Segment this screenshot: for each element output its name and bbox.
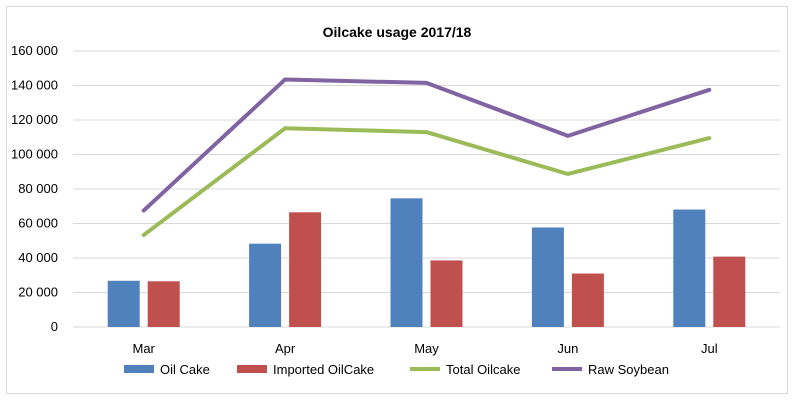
y-axis-ticks: 0 20 000 40 000 60 000 80 000 100 000 120 000 1… — [11, 43, 58, 334]
y-tick-label: 100 000 — [11, 147, 58, 162]
bar-oil-cake — [390, 198, 423, 327]
bar-imported-oilcake — [571, 273, 604, 327]
y-tick-label: 140 000 — [11, 78, 58, 93]
grid-lines — [73, 50, 780, 328]
legend-swatch — [237, 365, 267, 373]
line-total-oilcake — [141, 126, 712, 238]
x-tick-label: May — [414, 341, 439, 356]
bar-imported-oilcake — [289, 212, 322, 327]
x-tick-label: Jun — [557, 341, 578, 356]
bar-imported-oilcake — [713, 256, 746, 327]
chart-title: Oilcake usage 2017/18 — [323, 24, 472, 40]
x-axis-ticks: Mar Apr May Jun Jul — [133, 341, 718, 356]
bar-oil-cake — [249, 243, 282, 327]
legend-label: Imported OilCake — [273, 362, 374, 377]
y-tick-label: 120 000 — [11, 112, 58, 127]
y-tick-label: 80 000 — [18, 181, 58, 196]
legend-label: Raw Soybean — [588, 362, 669, 377]
x-tick-label: Mar — [133, 341, 156, 356]
y-tick-label: 60 000 — [18, 216, 58, 231]
y-tick-label: 160 000 — [11, 43, 58, 58]
bar-imported-oilcake — [430, 260, 463, 327]
y-tick-label: 40 000 — [18, 250, 58, 265]
x-tick-label: Apr — [275, 341, 296, 356]
y-tick-label: 20 000 — [18, 285, 58, 300]
legend-swatch — [124, 365, 154, 373]
legend: Oil Cake Imported OilCake Total Oilcake Raw… — [124, 362, 669, 377]
x-tick-label: Jul — [701, 341, 718, 356]
bar-oil-cake — [673, 209, 706, 327]
bar-oil-cake — [531, 227, 564, 327]
lines — [141, 77, 712, 238]
legend-label: Total Oilcake — [446, 362, 520, 377]
bar-oil-cake — [107, 280, 140, 327]
y-tick-label: 0 — [51, 319, 58, 334]
bar-imported-oilcake — [147, 281, 180, 327]
legend-label: Oil Cake — [160, 362, 210, 377]
line-raw-soybean — [141, 77, 712, 213]
bars — [107, 198, 746, 327]
